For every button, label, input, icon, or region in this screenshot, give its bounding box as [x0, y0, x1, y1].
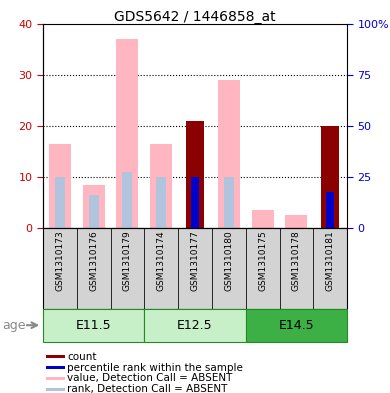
- Text: GSM1310175: GSM1310175: [258, 230, 267, 291]
- Bar: [89, 195, 99, 228]
- Bar: [325, 195, 335, 228]
- Bar: [252, 210, 274, 228]
- Bar: [122, 172, 133, 228]
- Text: value, Detection Call = ABSENT: value, Detection Call = ABSENT: [67, 373, 232, 383]
- Bar: [46, 366, 65, 369]
- Bar: [218, 80, 240, 228]
- Bar: [246, 309, 347, 342]
- Text: GDS5642 / 1446858_at: GDS5642 / 1446858_at: [114, 10, 276, 24]
- Bar: [110, 228, 144, 309]
- Bar: [46, 377, 65, 380]
- Bar: [144, 228, 178, 309]
- Bar: [191, 177, 199, 228]
- Text: percentile rank within the sample: percentile rank within the sample: [67, 362, 243, 373]
- Bar: [246, 228, 280, 309]
- Text: GSM1310177: GSM1310177: [190, 230, 200, 291]
- Text: E12.5: E12.5: [177, 319, 213, 332]
- Bar: [43, 309, 144, 342]
- Text: rank, Detection Call = ABSENT: rank, Detection Call = ABSENT: [67, 384, 228, 393]
- Bar: [77, 228, 110, 309]
- Bar: [285, 215, 307, 228]
- Bar: [144, 309, 246, 342]
- Bar: [326, 192, 335, 228]
- Bar: [150, 143, 172, 228]
- Text: GSM1310176: GSM1310176: [89, 230, 98, 291]
- Bar: [212, 228, 246, 309]
- Bar: [186, 121, 204, 228]
- Bar: [280, 228, 313, 309]
- Text: GSM1310178: GSM1310178: [292, 230, 301, 291]
- Text: E11.5: E11.5: [76, 319, 112, 332]
- Bar: [321, 126, 340, 228]
- Text: GSM1310180: GSM1310180: [224, 230, 233, 291]
- Bar: [224, 177, 234, 228]
- Bar: [313, 228, 347, 309]
- Text: age: age: [2, 319, 25, 332]
- Bar: [178, 228, 212, 309]
- Bar: [46, 355, 65, 358]
- Bar: [43, 228, 77, 309]
- Bar: [117, 39, 138, 228]
- Text: count: count: [67, 352, 97, 362]
- Text: GSM1310179: GSM1310179: [123, 230, 132, 291]
- Bar: [156, 177, 166, 228]
- Bar: [55, 177, 65, 228]
- Bar: [46, 387, 65, 391]
- Text: GSM1310173: GSM1310173: [55, 230, 64, 291]
- Bar: [49, 143, 71, 228]
- Text: GSM1310181: GSM1310181: [326, 230, 335, 291]
- Text: E14.5: E14.5: [278, 319, 314, 332]
- Text: GSM1310174: GSM1310174: [157, 230, 166, 291]
- Bar: [83, 185, 105, 228]
